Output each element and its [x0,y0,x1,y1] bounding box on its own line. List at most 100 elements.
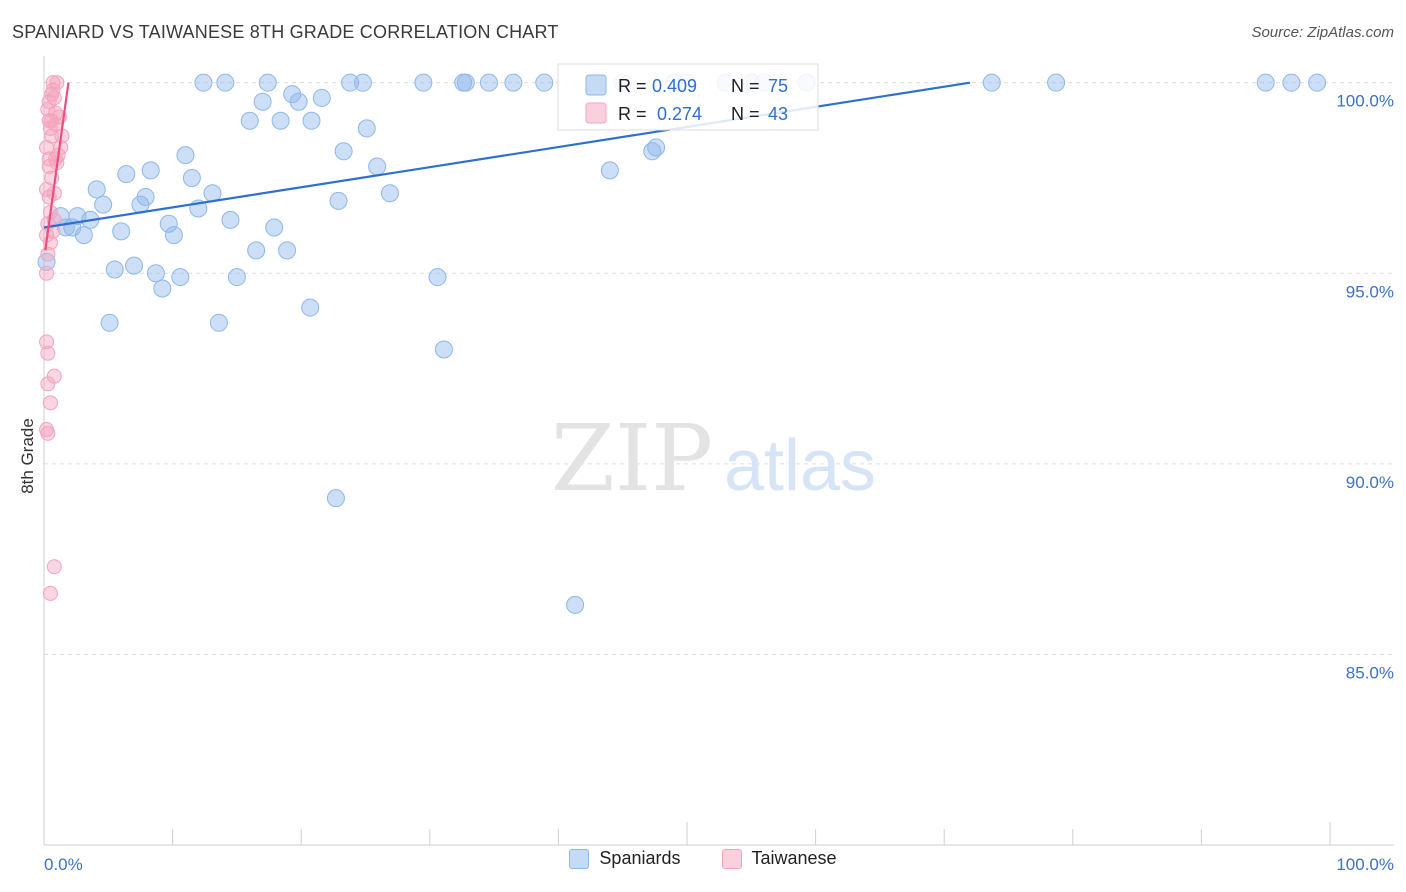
legend-n-label-1: N = [731,104,760,124]
point-spaniards-51 [414,73,433,92]
point-spaniards-57 [504,73,523,92]
point-spaniards-43 [326,489,345,508]
y-axis-title: 8th Grade [18,418,37,494]
point-spaniards-18 [153,279,172,298]
point-spaniards-55 [456,73,475,92]
point-spaniards-47 [353,73,372,92]
legend-n-label-0: N = [731,76,760,96]
point-spaniards-7 [87,180,106,199]
point-taiwanese-40 [42,120,58,136]
watermark-atlas: atlas [724,426,876,506]
point-taiwanese-34 [39,422,55,438]
bottom-legend-swatch-spaniards [569,848,590,869]
point-taiwanese-20 [45,75,61,91]
point-spaniards-23 [182,168,201,187]
point-spaniards-50 [380,184,399,203]
legend-r-value-1: 0.274 [657,104,702,124]
point-taiwanese-42 [46,90,62,106]
point-spaniards-40 [301,298,320,317]
point-spaniards-44 [329,191,348,210]
point-spaniards-63 [647,138,666,157]
series-spaniards [37,73,1327,614]
point-spaniards-74 [1308,73,1327,92]
point-spaniards-56 [479,73,498,92]
point-spaniards-39 [289,92,308,111]
point-taiwanese-18 [44,128,60,144]
bottom-legend-label-taiwanese: Taiwanese [751,848,837,868]
y-tick-labels: 100.0% 95.0% 90.0% 85.0% [1336,92,1394,683]
legend: R = 0.409 N = 75 R = 0.274 N = 43 [557,63,819,131]
point-taiwanese-0 [39,265,55,281]
point-taiwanese-7 [39,334,55,350]
point-spaniards-21 [171,268,190,287]
point-spaniards-46 [341,73,360,92]
point-spaniards-28 [216,73,235,92]
legend-n-value-0: 75 [768,76,788,96]
point-spaniards-19 [159,214,178,233]
point-spaniards-35 [265,218,284,237]
point-spaniards-37 [278,241,297,260]
point-spaniards-10 [105,260,124,279]
point-spaniards-41 [302,111,321,130]
axes [43,56,1394,846]
point-spaniards-38 [283,85,302,104]
point-spaniards-5 [74,226,93,245]
point-spaniards-60 [600,161,619,180]
point-spaniards-52 [428,268,447,287]
legend-r-value-0: 0.409 [652,76,697,96]
legend-n-value-1: 43 [768,104,788,124]
point-spaniards-13 [125,256,144,275]
point-taiwanese-14 [42,585,58,601]
point-spaniards-22 [176,146,195,165]
point-spaniards-59 [566,595,585,614]
point-spaniards-12 [117,165,136,184]
chart-title: SPANIARD VS TAIWANESE 8TH GRADE CORRELAT… [12,22,559,42]
bottom-legend-spaniards: Spaniards [569,848,680,869]
point-spaniards-31 [240,111,259,130]
point-spaniards-17 [146,264,165,283]
point-taiwanese-6 [40,345,56,361]
y-tick-label-0: 100.0% [1336,92,1394,111]
x-tick-label-max: 100.0% [1336,855,1394,874]
point-spaniards-20 [164,226,183,245]
bottom-legend-taiwanese: Taiwanese [721,848,837,869]
point-spaniards-32 [247,241,266,260]
point-spaniards-72 [1256,73,1275,92]
point-spaniards-71 [1047,73,1066,92]
point-spaniards-9 [100,313,119,332]
point-spaniards-8 [94,195,113,214]
point-taiwanese-38 [40,101,56,117]
y-tick-label-3: 85.0% [1346,663,1394,682]
point-spaniards-48 [357,119,376,138]
bottom-legend-swatch-taiwanese [721,848,742,869]
chart-source: Source: ZipAtlas.com [1251,24,1394,41]
point-spaniards-27 [209,313,228,332]
bottom-legend: Spaniards Taiwanese [0,848,1406,874]
point-spaniards-30 [227,268,246,287]
point-spaniards-70 [982,73,1001,92]
legend-swatch-taiwanese [585,102,607,124]
point-spaniards-58 [535,73,554,92]
point-taiwanese-11 [41,151,57,167]
point-spaniards-25 [194,73,213,92]
x-tick-labels: 0.0% 100.0% [44,855,1394,874]
point-taiwanese-21 [46,559,62,575]
legend-r-label-1: R = [618,104,647,124]
watermark: ZIP atlas [551,405,876,512]
y-tick-label-2: 90.0% [1346,473,1394,492]
point-spaniards-0 [37,252,56,271]
point-taiwanese-8 [40,246,56,262]
point-spaniards-73 [1282,73,1301,92]
point-spaniards-36 [271,111,290,130]
watermark-zip: ZIP [551,405,713,512]
point-spaniards-11 [112,222,131,241]
point-spaniards-15 [136,188,155,207]
point-taiwanese-5 [40,376,56,392]
trend-lines [43,81,971,251]
trend-line-taiwanese [44,82,70,251]
point-spaniards-29 [221,210,240,229]
point-spaniards-42 [312,88,331,107]
y-tick-label-1: 95.0% [1346,282,1394,301]
bottom-legend-label-spaniards: Spaniards [599,848,681,868]
